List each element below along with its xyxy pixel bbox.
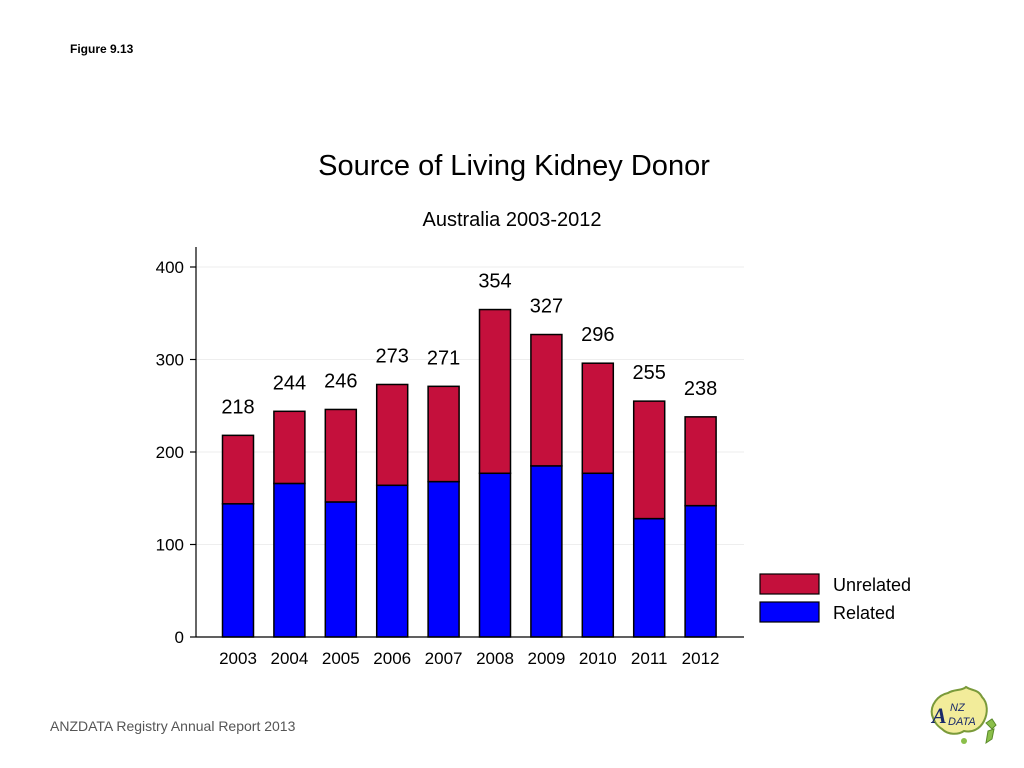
total-label-2009: 327 (530, 296, 563, 318)
bar-related-2008 (478, 472, 512, 638)
x-tick-label: 2006 (373, 649, 411, 668)
bar-unrelated-2009 (530, 333, 563, 467)
legend-label-related: Related (833, 603, 895, 623)
y-tick-label: 100 (156, 536, 184, 555)
y-tick-label: 400 (156, 258, 184, 277)
logo-a-letter: A (930, 703, 947, 728)
total-label-2005: 246 (324, 370, 357, 392)
bars (221, 308, 717, 638)
legend-swatch-unrelated (759, 573, 820, 595)
bar-unrelated-2006 (375, 383, 409, 487)
x-tick-label: 2010 (579, 649, 617, 668)
bar-unrelated-2012 (684, 416, 717, 507)
total-label-2006: 273 (376, 345, 409, 367)
bar-unrelated-2010 (581, 362, 615, 475)
bar-unrelated-2011 (632, 400, 666, 520)
legend-swatch-related (759, 601, 820, 623)
x-tick-label: 2012 (682, 649, 720, 668)
x-tick-label: 2009 (527, 649, 565, 668)
chart-subtitle: Australia 2003-2012 (422, 209, 602, 231)
bar-unrelated-2004 (273, 410, 306, 485)
bar-related-2006 (375, 484, 409, 638)
bar-related-2003 (221, 503, 255, 638)
x-tick-label: 2011 (631, 649, 668, 668)
footer-text: ANZDATA Registry Annual Report 2013 (50, 718, 296, 734)
total-label-2012: 238 (684, 378, 717, 400)
bar-unrelated-2003 (221, 434, 255, 505)
bar-related-2004 (273, 482, 306, 638)
total-label-2011: 255 (633, 362, 666, 384)
figure-label: Figure 9.13 (70, 42, 134, 56)
y-tick-label: 300 (156, 351, 184, 370)
total-label-2004: 244 (273, 372, 306, 394)
x-tick-label: 2007 (425, 649, 463, 668)
axes: 2003 2004 2005 2006 2007 2008 2009 2010 2011 2012… (156, 247, 744, 668)
bar-related-2009 (530, 465, 563, 638)
anzdata-logo-icon: A NZ DATA (930, 685, 997, 745)
total-label-2010: 296 (581, 324, 614, 346)
legend-label-unrelated: Unrelated (833, 575, 911, 595)
total-label-2007: 271 (427, 347, 460, 369)
bar-unrelated-2005 (324, 408, 358, 503)
x-tick-label: 2008 (476, 649, 514, 668)
x-tick-label: 2004 (270, 649, 308, 668)
total-label-2008: 354 (478, 271, 511, 293)
bar-unrelated-2008 (478, 308, 512, 475)
x-tick-label: 2003 (219, 649, 257, 668)
x-tick-label: 2005 (322, 649, 360, 668)
chart-title: Source of Living Kidney Donor (318, 150, 710, 182)
bar-related-2012 (684, 504, 717, 638)
bar-related-2010 (581, 472, 615, 638)
bar-related-2007 (427, 480, 460, 638)
legend: Unrelated Related (759, 573, 911, 623)
y-tick-label: 0 (175, 628, 184, 647)
logo-data-letters: DATA (948, 716, 976, 728)
logo-nz-letters: NZ (950, 702, 966, 714)
y-tick-label: 200 (156, 443, 184, 462)
data-labels: 218 244 246 273 271 354 327 296 255 238 (221, 271, 717, 419)
bar-related-2011 (632, 517, 666, 638)
bar-related-2005 (324, 501, 358, 638)
bar-unrelated-2007 (427, 385, 460, 483)
total-label-2003: 218 (221, 396, 254, 418)
